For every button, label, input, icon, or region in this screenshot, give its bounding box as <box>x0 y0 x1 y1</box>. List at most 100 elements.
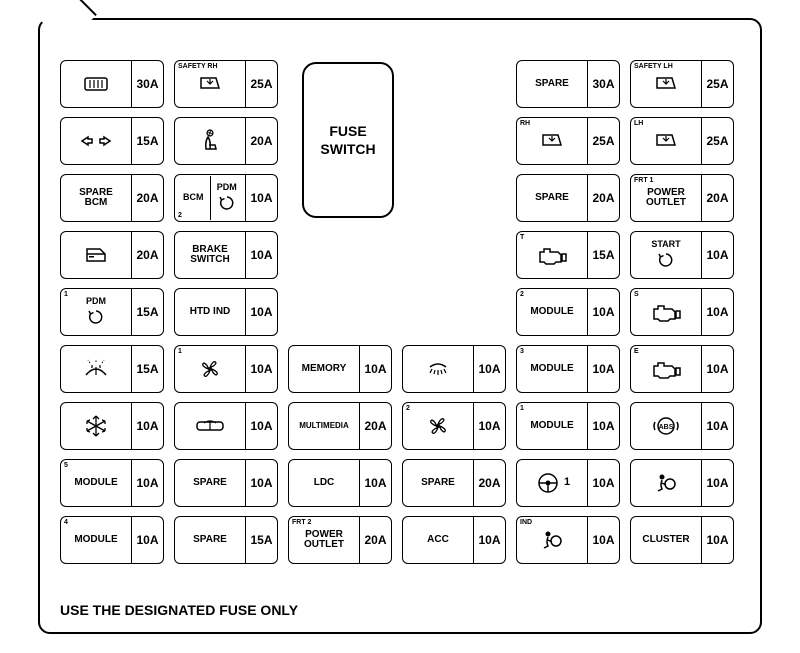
fuse-cell: ABS 10A <box>630 402 734 450</box>
corner-label: 5 <box>64 462 68 469</box>
fuse-amp: 20A <box>245 118 277 164</box>
fuse-symbol <box>61 403 131 449</box>
corner-label: 2 <box>406 405 410 412</box>
fuse-cell: RH25A <box>516 117 620 165</box>
fuse-cell: LH25A <box>630 117 734 165</box>
fuse-symbol: SAFETY RH <box>175 61 245 107</box>
fuse-cell: FRT 2POWEROUTLET20A <box>288 516 392 564</box>
fuse-amp: 10A <box>359 346 391 392</box>
fuse-label: SPARE <box>421 478 455 489</box>
fuse-cell: SPARE20A <box>516 174 620 222</box>
fuse-amp: 10A <box>131 460 163 506</box>
fuse-cell: MEMORY 10A <box>288 345 392 393</box>
fuse-row: 20ABRAKESWITCH10AT15ASTART10A <box>60 231 740 279</box>
fuse-symbol: MULTIMEDIA <box>289 403 359 449</box>
corner-label: SAFETY RH <box>178 63 218 70</box>
fuse-symbol: LDC <box>289 460 359 506</box>
fuse-cell: 1PDM15A <box>60 288 164 336</box>
fuse-amp: 10A <box>587 517 619 563</box>
fuse-row: 5MODULE10ASPARE10ALDC10ASPARE20A110A10A <box>60 459 740 507</box>
fuse-amp: 30A <box>587 61 619 107</box>
fuse-amp: 10A <box>473 403 505 449</box>
corner-label: 2 <box>520 291 524 298</box>
corner-label: 1 <box>520 405 524 412</box>
fuse-symbol: SAFETY LH <box>631 61 701 107</box>
fuse-symbol: 1 MODULE <box>517 403 587 449</box>
fuse-cell: START10A <box>630 231 734 279</box>
fuse-symbol: 3MODULE <box>517 346 587 392</box>
fuse-symbol: 5 MODULE <box>61 460 131 506</box>
fuse-cell: CLUSTER10A <box>630 516 734 564</box>
fuse-cell: IND10A <box>516 516 620 564</box>
fuse-amp: 10A <box>701 403 733 449</box>
fuse-cell: 10A <box>60 402 164 450</box>
fuse-cell: S 10A <box>630 288 734 336</box>
fuse-amp: 30A <box>131 61 163 107</box>
fuse-amp: 10A <box>587 346 619 392</box>
fuse-label: MEMORY <box>302 364 347 375</box>
fuse-symbol: ACC <box>403 517 473 563</box>
fuse-label: SPARE <box>193 478 227 489</box>
fuse-symbol: 4MODULE <box>61 517 131 563</box>
fuse-cell: 15A <box>60 117 164 165</box>
spacer <box>402 60 506 108</box>
fuse-label: MODULE <box>74 478 117 489</box>
fuse-symbol: 2MODULE <box>517 289 587 335</box>
fuse-symbol: FRT 1POWEROUTLET <box>631 175 701 221</box>
spacer <box>288 231 392 279</box>
fuse-cell: BCMPDM210A <box>174 174 278 222</box>
fuse-amp: 20A <box>131 232 163 278</box>
fuse-amp: 20A <box>359 517 391 563</box>
fuse-symbol: 1 <box>517 460 587 506</box>
fuse-symbol: SPAREBCM <box>61 175 131 221</box>
corner-label: 3 <box>520 348 524 355</box>
fuse-amp: 10A <box>245 289 277 335</box>
fuse-cell: FRT 1POWEROUTLET20A <box>630 174 734 222</box>
fuse-symbol: 2 <box>403 403 473 449</box>
fuse-row: 15A20ARH25ALH25A <box>60 117 740 165</box>
fuse-cell: BRAKESWITCH10A <box>174 231 278 279</box>
fuse-cell: 10A <box>630 459 734 507</box>
fuse-symbol: LH <box>631 118 701 164</box>
fuse-symbol: HTD IND <box>175 289 245 335</box>
fuse-amp: 10A <box>245 460 277 506</box>
fuse-amp: 10A <box>245 403 277 449</box>
fuse-symbol: T <box>517 232 587 278</box>
fuse-symbol <box>175 118 245 164</box>
fuse-cell: E10A <box>630 345 734 393</box>
corner-label: LH <box>634 120 643 127</box>
fuse-symbol: E <box>631 346 701 392</box>
fuse-symbol: IND <box>517 517 587 563</box>
fuse-panel: 30ASAFETY RH25ASPARE30ASAFETY LH25A15A20… <box>38 18 762 634</box>
fuse-cell: 110A <box>516 459 620 507</box>
fuse-cell: 1MODULE10A <box>516 402 620 450</box>
fuse-amp: 10A <box>131 517 163 563</box>
fuse-amp: 15A <box>131 118 163 164</box>
fuse-amp: 10A <box>701 289 733 335</box>
fuse-label: MODULE <box>530 421 573 432</box>
corner-label: FRT 1 <box>634 177 653 184</box>
corner-label: 4 <box>64 519 68 526</box>
fuse-label: ACC <box>427 535 449 546</box>
fuse-amp: 15A <box>131 346 163 392</box>
fuse-cell: SPARE 10A <box>174 459 278 507</box>
fuse-symbol: SPARE <box>517 175 587 221</box>
fuse-row: SPAREBCM20A BCMPDM210A SPARE20AFRT 1POWERO… <box>60 174 740 222</box>
spacer <box>402 174 506 222</box>
fuse-symbol: BCMPDM2 <box>175 175 245 221</box>
fuse-amp: 10A <box>701 517 733 563</box>
svg-text:ABS: ABS <box>659 424 674 431</box>
corner-label: S <box>634 291 639 298</box>
fuse-cell: 2 10A <box>402 402 506 450</box>
fuse-amp: 20A <box>131 175 163 221</box>
fuse-cell: SPARE15A <box>174 516 278 564</box>
fuse-label: HTD IND <box>190 307 231 318</box>
fuse-symbol: FRT 2POWEROUTLET <box>289 517 359 563</box>
fuse-label: SPARE <box>535 79 569 90</box>
fuse-row: 15A110AMEMORY10A10A3MODULE10AE10A <box>60 345 740 393</box>
fuse-cell: 2MODULE10A <box>516 288 620 336</box>
fuse-amp: 10A <box>359 460 391 506</box>
fuse-cell: 5 MODULE 10A <box>60 459 164 507</box>
fuse-symbol: 1 <box>175 346 245 392</box>
fuse-amp: 25A <box>587 118 619 164</box>
